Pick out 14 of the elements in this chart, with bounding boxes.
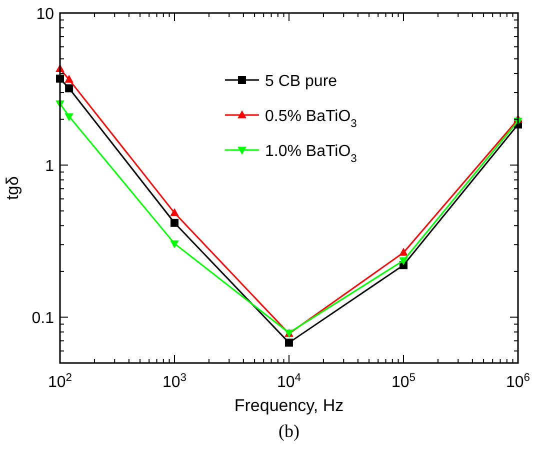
- x-tick-label: 10$^{3}$: [162, 372, 187, 391]
- legend-label: 5 CB pure: [265, 73, 338, 90]
- y-axis-title: tgδ: [3, 176, 22, 200]
- y-tick-label: 0.1: [32, 310, 54, 328]
- x-tick-label: 10$^{2}$: [48, 372, 72, 391]
- x-tick-label: 10$^{5}$: [391, 372, 416, 391]
- x-tick-label: 10$^{6}$: [506, 372, 530, 391]
- y-tick-label: 1: [45, 158, 54, 176]
- x-tick-label: 10$^{4}$: [276, 372, 302, 391]
- x-axis-title: Frequency, Hz: [234, 396, 344, 415]
- text: (b): [278, 421, 300, 441]
- legend-label: 1.0% BaTiO$_{3}$: [265, 143, 357, 165]
- y-tick-label: 10: [36, 6, 54, 23]
- legend-label: 0.5% BaTiO$_{3}$: [265, 108, 357, 130]
